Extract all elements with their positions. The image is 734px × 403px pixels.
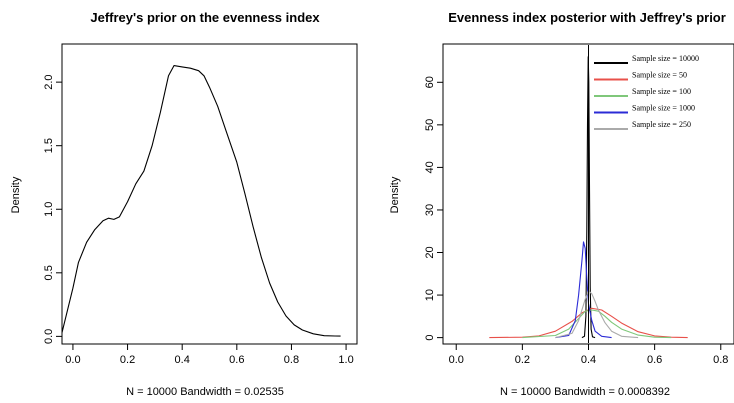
right-x-axis-label: N = 10000 Bandwidth = 0.0008392 (500, 386, 670, 398)
left-x-tick-label: 0.8 (284, 354, 299, 366)
right-x-axis: 0.0 0.2 0.4 0.6 0.8 (449, 344, 728, 366)
left-x-tick-label: 1.0 (338, 354, 353, 366)
left-plot-frame (61, 43, 358, 345)
right-series-line-2 (522, 309, 672, 339)
legend-label: Sample size = 50 (632, 71, 687, 80)
right-y-tick-label: 50 (424, 119, 436, 131)
right-y-axis-label: Density (389, 176, 401, 213)
left-y-tick-label: 2.0 (43, 74, 55, 89)
right-chart-title: Evenness index posterior with Jeffrey's … (448, 10, 726, 25)
left-y-tick-label: 0.0 (43, 329, 55, 344)
legend-label: Sample size = 250 (632, 120, 691, 129)
legend-label: Sample size = 1000 (632, 104, 695, 113)
right-series-line-4 (555, 290, 639, 339)
right-legend: Sample size = 10000 Sample size = 50 Sampl… (594, 54, 699, 130)
right-x-tick-label: 0.0 (449, 354, 464, 366)
right-x-tick-label: 0.8 (713, 354, 728, 366)
left-x-tick-label: 0.6 (229, 354, 244, 366)
right-series (489, 45, 688, 343)
left-y-axis-label: Density (10, 176, 22, 213)
left-y-tick-label: 1.0 (43, 202, 55, 217)
right-x-tick-label: 0.4 (581, 354, 596, 366)
right-series-line-1 (489, 307, 688, 339)
left-chart-title: Jeffrey's prior on the evenness index (90, 10, 320, 25)
legend-label: Sample size = 100 (632, 87, 691, 96)
left-y-tick-label: 0.5 (43, 265, 55, 280)
left-x-axis-label: N = 10000 Bandwidth = 0.02535 (126, 386, 284, 398)
left-series-line-0 (61, 65, 341, 337)
right-y-tick-label: 0 (424, 335, 436, 341)
right-x-tick-label: 0.6 (647, 354, 662, 366)
right-y-axis: 0 10 20 30 40 50 60 (424, 76, 443, 341)
left-x-tick-label: 0.2 (120, 354, 135, 366)
right-series-line-3 (555, 241, 612, 339)
legend-label: Sample size = 10000 (632, 54, 699, 63)
left-x-tick-label: 0.0 (65, 354, 80, 366)
right-x-tick-label: 0.2 (515, 354, 530, 366)
right-y-tick-label: 60 (424, 76, 436, 88)
right-y-tick-label: 30 (424, 204, 436, 216)
right-y-tick-label: 20 (424, 246, 436, 258)
right-chart: Evenness index posterior with Jeffrey's … (389, 10, 734, 398)
left-x-tick-label: 0.4 (175, 354, 190, 366)
left-x-axis: 0.0 0.2 0.4 0.6 0.8 1.0 (65, 344, 354, 366)
right-y-tick-label: 10 (424, 289, 436, 301)
left-y-axis: 0.0 0.5 1.0 1.5 2.0 (43, 74, 62, 344)
left-chart: Jeffrey's prior on the evenness index 0.… (10, 10, 358, 398)
right-y-tick-label: 40 (424, 161, 436, 173)
left-y-tick-label: 1.5 (43, 138, 55, 153)
left-series (61, 65, 341, 337)
